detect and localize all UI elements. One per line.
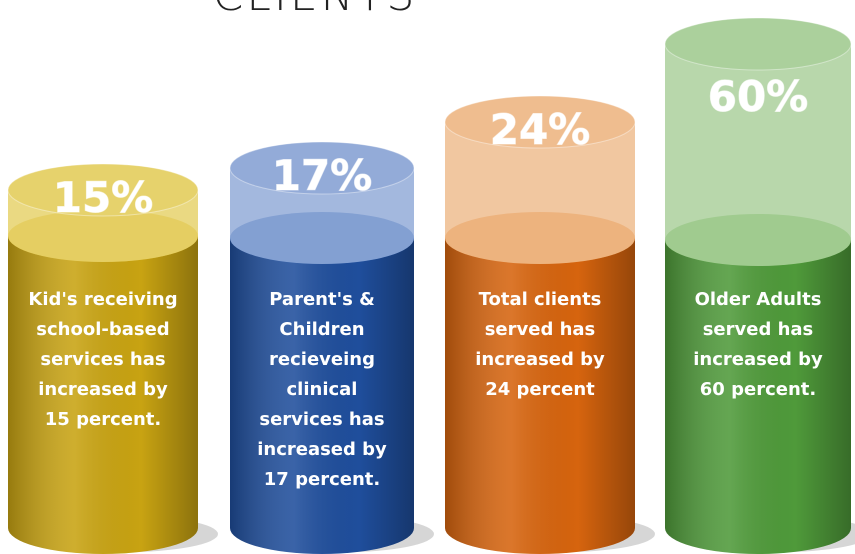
description-line: 15 percent. xyxy=(45,409,161,430)
description-line: 60 percent. xyxy=(700,379,816,400)
description-line: served has xyxy=(703,319,814,340)
percent-label: 17% xyxy=(272,151,373,200)
description-line: 24 percent xyxy=(485,379,595,400)
cylinder-top xyxy=(7,163,199,217)
cylinder-top xyxy=(664,17,852,71)
percent-label: 24% xyxy=(490,105,591,154)
description-line: Total clients xyxy=(479,289,602,310)
cylinder: 24% Total clients served has increased by 24… xyxy=(444,95,655,554)
description-line: school-based xyxy=(36,319,169,340)
description-line: served has xyxy=(485,319,596,340)
cylinder-top xyxy=(229,141,415,195)
description-line: increased by xyxy=(475,349,605,370)
description-line: Children xyxy=(279,319,364,340)
title: CLIENTS xyxy=(213,0,418,21)
cylinder-glass xyxy=(665,44,851,266)
description-line: Parent's & xyxy=(269,289,375,310)
description-line: recieveing xyxy=(269,349,375,370)
description-line: services has xyxy=(259,409,384,430)
description-line: increased by xyxy=(38,379,168,400)
percent-label: 60% xyxy=(708,72,809,121)
cylinder: 60% Older Adults served has increased by 60 … xyxy=(664,17,855,554)
description-line: clinical xyxy=(287,379,358,400)
cylinder-glass xyxy=(230,168,414,264)
cylinder: 17% Parent's & Children recieveing clinical s… xyxy=(229,141,434,554)
cylinder-shade xyxy=(665,240,851,554)
description-line: increased by xyxy=(257,439,387,460)
description-line: Older Adults xyxy=(695,289,822,310)
cylinder-shade xyxy=(445,238,635,554)
percent-label: 15% xyxy=(53,173,154,222)
description-line: services has xyxy=(40,349,165,370)
cylinder-shade xyxy=(8,236,198,554)
description-line: 17 percent. xyxy=(264,469,380,490)
cylinder: 15% Kid's receiving school-based services h… xyxy=(7,163,218,554)
cylinder-glass xyxy=(445,122,635,264)
cylinder-top xyxy=(444,95,636,149)
cylinder-shade xyxy=(230,238,414,554)
description-line: Kid's receiving xyxy=(28,289,177,310)
description-line: increased by xyxy=(693,349,823,370)
